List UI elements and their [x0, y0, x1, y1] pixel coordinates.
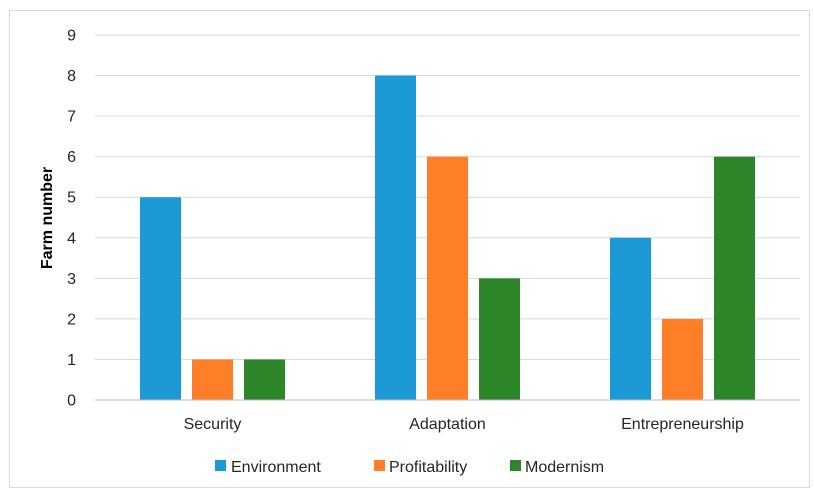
y-tick-label: 0	[67, 393, 76, 410]
bar-modernism-adaptation	[479, 278, 520, 400]
legend-label-profitability: Profitability	[389, 459, 467, 476]
bar-environment-security	[140, 197, 181, 400]
bar-environment-adaptation	[375, 75, 416, 401]
legend-swatch-profitability	[374, 460, 385, 471]
legend-label-modernism: Modernism	[525, 459, 604, 476]
y-tick-label: 9	[67, 28, 76, 45]
bar-modernism-security	[244, 359, 285, 400]
x-category-label: Entrepreneurship	[621, 416, 744, 433]
x-category-label: Security	[184, 416, 242, 433]
y-axis-label: Farm number	[39, 167, 56, 269]
legend-swatch-modernism	[510, 460, 521, 471]
y-tick-label: 7	[67, 109, 76, 126]
y-tick-label: 2	[67, 311, 76, 328]
x-category-label: Adaptation	[409, 416, 486, 433]
y-tick-label: 4	[67, 230, 76, 247]
bar-modernism-entrepreneurship	[714, 156, 755, 400]
legend-label-environment: Environment	[231, 459, 321, 476]
legend-swatch-environment	[215, 460, 226, 471]
bar-profitability-security	[192, 359, 233, 400]
bar-profitability-adaptation	[427, 156, 468, 400]
y-tick-label: 5	[67, 190, 76, 207]
y-tick-label: 3	[67, 271, 76, 288]
bar-profitability-entrepreneurship	[662, 318, 703, 400]
y-tick-label: 1	[67, 352, 76, 369]
bar-environment-entrepreneurship	[610, 237, 651, 400]
y-tick-label: 6	[67, 149, 76, 166]
y-tick-label: 8	[67, 68, 76, 85]
